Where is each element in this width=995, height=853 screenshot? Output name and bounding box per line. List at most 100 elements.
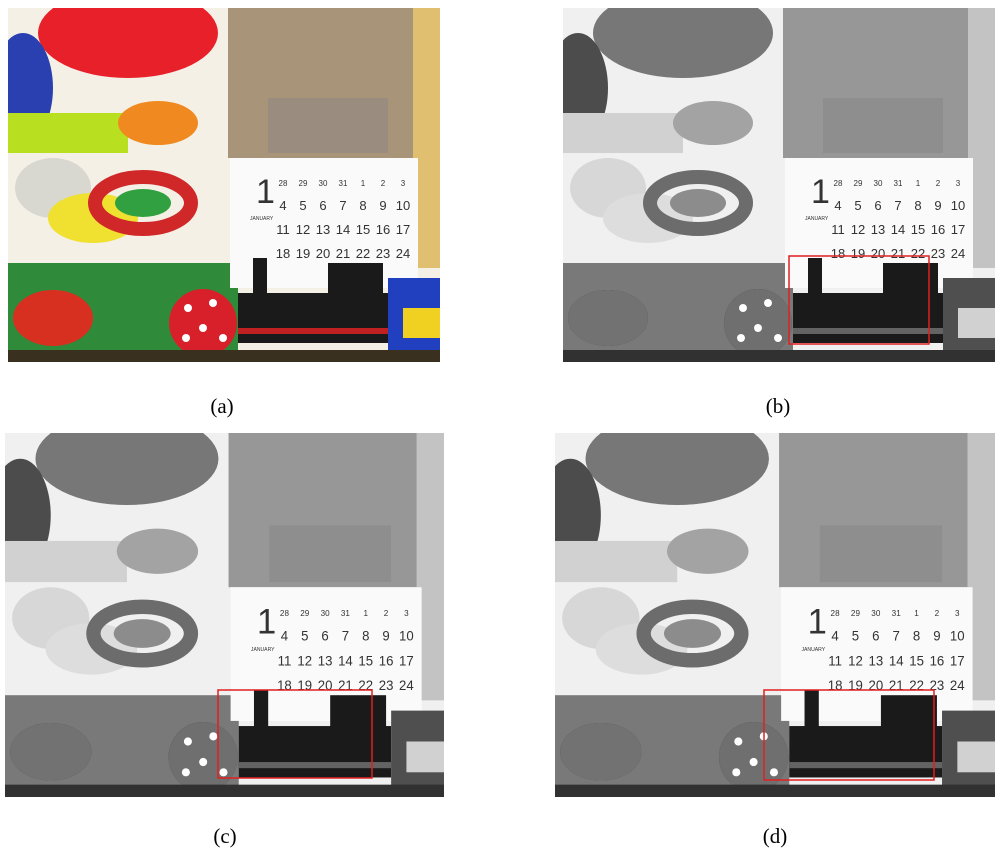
- calendar-day: 11: [276, 222, 290, 237]
- calendar-day: 6: [321, 629, 328, 644]
- calendar-day: 31: [894, 179, 903, 188]
- calendar-day: 6: [319, 198, 326, 213]
- calendar-day: 7: [339, 198, 346, 213]
- calendar-month: 1: [257, 603, 276, 641]
- calendar-day: 4: [279, 198, 286, 213]
- calendar-day: 1: [916, 179, 921, 188]
- calendar-day: 2: [384, 609, 389, 618]
- blue-car-panel: [406, 741, 444, 772]
- calendar-day: 14: [891, 222, 905, 237]
- calendar-day: 5: [854, 198, 861, 213]
- calendar-day: 28: [280, 609, 289, 618]
- calendar-day: 6: [872, 629, 879, 644]
- orange-animal: [118, 101, 198, 145]
- calendar-month-name: JANUARY: [801, 647, 825, 653]
- calendar-day: 10: [950, 629, 965, 644]
- ball-dot: [764, 299, 772, 307]
- calendar-day: 16: [376, 222, 390, 237]
- figure: 1JANUARY28293031123456789101112131415161…: [0, 0, 995, 853]
- train-chimney: [808, 258, 822, 296]
- calendar-day: 12: [297, 653, 312, 668]
- calendar-day: 23: [376, 246, 390, 261]
- calendar-day: 7: [893, 629, 900, 644]
- calendar-day: 6: [874, 198, 881, 213]
- train-body: [238, 293, 388, 343]
- red-flower: [568, 290, 648, 346]
- floor: [5, 785, 444, 797]
- calendar-day: 22: [358, 678, 373, 693]
- calendar-day: 15: [358, 653, 373, 668]
- red-ball: [169, 289, 237, 357]
- calendar-day: 5: [301, 629, 308, 644]
- green-ring: [670, 189, 726, 217]
- ball-dot: [754, 324, 762, 332]
- ball-dot: [734, 737, 742, 745]
- calendar-day: 30: [319, 179, 328, 188]
- calendar-day: 5: [852, 629, 859, 644]
- calendar-day: 19: [297, 678, 312, 693]
- calendar-day: 28: [279, 179, 288, 188]
- calendar-day: 30: [321, 609, 330, 618]
- red-ball: [719, 722, 788, 792]
- calendar-day: 9: [382, 629, 389, 644]
- calendar-month-name: JANUARY: [251, 647, 275, 653]
- ball-dot: [209, 732, 217, 740]
- calendar-day: 18: [276, 246, 290, 261]
- ball-dot: [219, 768, 227, 776]
- calendar-day: 20: [316, 246, 330, 261]
- calendar-day: 1: [361, 179, 366, 188]
- calendar-day: 22: [909, 678, 924, 693]
- calendar-day: 19: [296, 246, 310, 261]
- street-road: [820, 526, 942, 583]
- calendar-day: 1: [914, 609, 919, 618]
- train-body: [789, 726, 942, 777]
- calendar-day: 8: [914, 198, 921, 213]
- train-stripe: [789, 762, 942, 768]
- street-road: [269, 526, 391, 583]
- calendar-day: 7: [342, 629, 349, 644]
- ball-dot: [739, 304, 747, 312]
- calendar-day: 21: [891, 246, 905, 261]
- calendar-day: 20: [318, 678, 333, 693]
- calendar-day: 31: [892, 609, 901, 618]
- ball-dot: [199, 324, 207, 332]
- red-flower: [560, 723, 641, 781]
- calendar-day: 15: [909, 653, 924, 668]
- train-stripe: [239, 762, 391, 768]
- floor: [555, 785, 995, 797]
- calendar-day: 29: [851, 609, 860, 618]
- train-cab: [330, 695, 386, 731]
- ball-dot: [184, 304, 192, 312]
- green-fence: [8, 113, 128, 153]
- calendar-day: 19: [848, 678, 863, 693]
- ball-dot: [732, 768, 740, 776]
- calendar-day: 17: [951, 222, 965, 237]
- calendar-day: 13: [318, 653, 333, 668]
- blue-car-panel: [958, 308, 995, 338]
- calendar-day: 10: [396, 198, 410, 213]
- calendar-day: 18: [277, 678, 292, 693]
- calendar-day: 10: [399, 629, 414, 644]
- calendar-day: 29: [300, 609, 309, 618]
- panel-caption: (c): [213, 824, 236, 848]
- ball-dot: [770, 768, 778, 776]
- calendar-day: 3: [404, 609, 409, 618]
- calendar-day: 29: [854, 179, 863, 188]
- blue-car-panel: [403, 308, 440, 338]
- panel-caption: (d): [763, 824, 788, 848]
- calendar-day: 17: [950, 653, 965, 668]
- calendar-day: 30: [871, 609, 880, 618]
- calendar-day: 14: [338, 653, 353, 668]
- calendar-day: 13: [868, 653, 883, 668]
- calendar-day: 4: [281, 629, 288, 644]
- ball-dot: [184, 737, 192, 745]
- calendar-day: 14: [889, 653, 904, 668]
- train-cab: [328, 263, 383, 298]
- calendar-day: 16: [930, 653, 945, 668]
- red-ball: [724, 289, 792, 357]
- train-cab: [881, 695, 937, 731]
- calendar-month-name: JANUARY: [250, 216, 274, 222]
- calendar-day: 11: [828, 653, 842, 668]
- calendar-month-name: JANUARY: [805, 216, 829, 222]
- calendar-day: 3: [956, 179, 961, 188]
